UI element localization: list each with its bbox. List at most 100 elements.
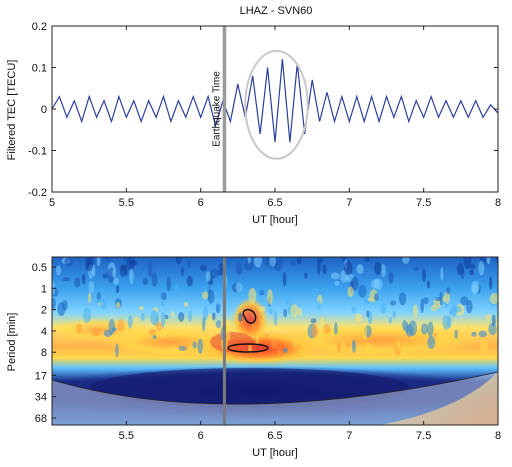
wavelet-speckle [362, 324, 367, 341]
wavelet-y-tick-label: 68 [35, 413, 47, 425]
wavelet-speckle [238, 312, 243, 322]
wavelet-speckle [112, 269, 116, 278]
wavelet-speckle [278, 258, 285, 265]
wavelet-speckle [350, 277, 359, 291]
wavelet-speckle [334, 281, 340, 286]
top-x-tick-label: 7 [346, 197, 352, 209]
wavelet-speckle [399, 292, 407, 306]
wavelet-speckle [152, 334, 157, 340]
wavelet-speckle [115, 343, 119, 358]
wavelet-speckle [439, 291, 443, 306]
wavelet-x-tick-label: 6.5 [267, 430, 282, 442]
wavelet-speckle [164, 314, 169, 320]
wavelet-speckle [117, 319, 125, 332]
wavelet-speckle [408, 320, 418, 336]
wavelet-speckle [226, 332, 231, 341]
wavelet-speckle [94, 298, 102, 304]
top-y-axis-label: Filtered TEC [TECU] [6, 60, 18, 161]
wavelet-speckle [317, 300, 321, 310]
top-x-tick-label: 6.5 [267, 197, 282, 209]
wavelet-speckle [356, 264, 364, 275]
wavelet-speckle [367, 297, 373, 302]
wavelet-y-tick-label: 0.5 [32, 262, 47, 274]
wavelet-speckle [422, 268, 426, 282]
wavelet-speckle [122, 257, 129, 261]
wavelet-speckle [235, 282, 243, 293]
wavelet-speckle [99, 299, 107, 310]
wavelet-speckle [74, 277, 81, 288]
wavelet-speckle [131, 331, 137, 344]
wavelet-power-spectrum [52, 257, 498, 425]
wavelet-speckle [248, 344, 253, 354]
wavelet-speckle [202, 291, 209, 300]
wavelet-speckle [420, 298, 425, 313]
wavelet-speckle [330, 272, 340, 280]
wavelet-speckle [248, 287, 257, 304]
wavelet-speckle [479, 339, 488, 353]
wavelet-speckle [178, 311, 185, 322]
wavelet-speckle [174, 284, 179, 298]
wavelet-speckle [140, 325, 148, 336]
wavelet-speckle [175, 329, 183, 335]
wavelet-speckle [388, 316, 393, 324]
wavelet-speckle [390, 300, 397, 306]
wavelet-speckle [311, 323, 319, 338]
wavelet-speckle [129, 268, 134, 284]
wavelet-speckle [453, 305, 462, 313]
wavelet-speckle [374, 261, 382, 275]
wavelet-speckle [180, 269, 185, 277]
wavelet-speckle [258, 306, 266, 312]
wavelet-speckle [129, 260, 138, 266]
wavelet-speckle [478, 330, 488, 338]
wavelet-speckle [438, 329, 444, 343]
wavelet-speckle [392, 310, 397, 318]
wavelet-speckle [103, 257, 112, 262]
wavelet-speckle [381, 325, 386, 332]
wavelet-speckle [112, 277, 119, 285]
wavelet-x-tick-label: 7.5 [416, 430, 431, 442]
wavelet-speckle [456, 263, 464, 276]
wavelet-speckle [433, 332, 438, 337]
wavelet-y-tick-label: 17 [35, 370, 47, 382]
wavelet-speckle [96, 292, 102, 301]
wavelet-speckle [171, 310, 175, 318]
wavelet-speckle [207, 314, 214, 327]
wavelet-speckle [247, 257, 251, 264]
wavelet-speckle [205, 271, 211, 282]
wavelet-speckle [235, 263, 243, 275]
top-y-tick-label: -0.1 [28, 146, 47, 158]
wavelet-speckle [290, 304, 299, 317]
wavelet-speckle [351, 339, 356, 353]
top-x-tick-label: 8 [495, 197, 501, 209]
wavelet-speckle [188, 310, 192, 323]
wavelet-speckle [96, 257, 101, 267]
wavelet-speckle [202, 316, 206, 332]
wavelet-y-tick-label: 2 [41, 305, 47, 317]
wavelet-speckle [442, 296, 446, 302]
wavelet-y-tick-label: 4 [41, 326, 47, 338]
top-x-tick-label: 5 [49, 197, 55, 209]
wavelet-speckle [271, 339, 278, 349]
wavelet-speckle [290, 260, 296, 266]
wavelet-speckle [444, 291, 451, 304]
wavelet-speckle [108, 319, 116, 335]
wavelet-speckle [381, 263, 386, 278]
wavelet-speckle [347, 286, 354, 298]
wavelet-speckle [405, 322, 409, 334]
wavelet-speckle [273, 310, 278, 326]
wavelet-speckle [478, 260, 485, 276]
wavelet-speckle [413, 304, 418, 319]
wavelet-speckle [200, 264, 208, 272]
top-x-tick-label: 5.5 [119, 197, 134, 209]
top-x-axis-label: UT [hour] [252, 214, 298, 226]
wavelet-speckle [250, 320, 256, 336]
wavelet-speckle [215, 303, 221, 314]
wavelet-speckle [269, 257, 276, 267]
wavelet-speckle [440, 266, 444, 281]
wavelet-speckle [215, 320, 222, 329]
wavelet-y-axis-label: Period [min] [6, 313, 18, 372]
top-y-tick-label: 0.1 [32, 63, 47, 75]
wavelet-speckle [160, 311, 166, 328]
wavelet-speckle [127, 315, 133, 329]
wavelet-speckle [88, 281, 95, 293]
